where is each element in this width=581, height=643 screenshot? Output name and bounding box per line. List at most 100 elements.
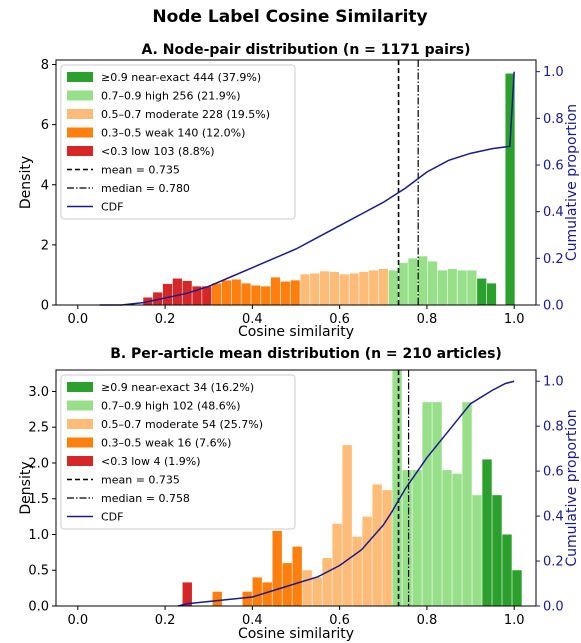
histogram-bar	[153, 292, 163, 305]
histogram-bar	[320, 271, 330, 305]
x-tick-label: 0.2	[155, 613, 176, 628]
histogram-bar	[329, 271, 340, 305]
panel-b: B. Per-article mean distribution (n = 21…	[18, 346, 580, 642]
x-tick-label: 0.6	[329, 312, 350, 327]
histogram-bar	[251, 285, 261, 305]
histogram-bar	[302, 570, 312, 606]
histogram-bar	[482, 459, 492, 606]
legend-label: ≥0.9 near-exact 444 (37.9%)	[101, 71, 261, 84]
legend-box	[60, 64, 296, 220]
x-tick-label: 0.2	[155, 312, 176, 327]
legend-label: ≥0.9 near-exact 34 (16.2%)	[101, 381, 254, 394]
histogram-bar	[486, 283, 497, 305]
histogram-bar	[467, 270, 477, 305]
y2-axis-label: Cumulative proportion	[564, 104, 580, 261]
legend-label: 0.7–0.9 high 256 (21.9%)	[101, 90, 240, 103]
legend-swatch	[67, 419, 93, 429]
histogram-bar	[432, 402, 442, 606]
histogram-bar	[339, 274, 349, 305]
y-tick-label: 8	[41, 58, 49, 73]
legend-box	[60, 374, 296, 530]
histogram-bar	[272, 530, 282, 606]
x-tick-label: 0.0	[67, 312, 88, 327]
histogram-bar	[378, 268, 389, 305]
histogram-bar	[359, 271, 369, 305]
histogram-bar	[300, 274, 310, 305]
y2-tick-label: 1.0	[543, 375, 564, 390]
histogram-bar	[477, 278, 487, 305]
legend-label: median = 0.758	[101, 492, 190, 505]
x-tick-label: 1.0	[504, 312, 525, 327]
histogram-bar	[182, 582, 192, 606]
y-tick-label: 3.0	[28, 385, 49, 400]
histogram-bar	[342, 445, 352, 606]
histogram-bar	[362, 516, 372, 606]
legend-swatch	[67, 146, 93, 156]
histogram-bar	[457, 270, 467, 305]
legend-label: 0.3–0.5 weak 16 (7.6%)	[101, 437, 231, 450]
y-tick-label: 2.5	[28, 421, 49, 436]
histogram-bar	[492, 495, 502, 606]
legend-swatch	[67, 127, 93, 138]
histogram-bar	[392, 370, 402, 606]
y-tick-label: 6	[41, 118, 49, 133]
figure-title: Node Label Cosine Similarity	[152, 7, 427, 27]
histogram-bar	[437, 270, 448, 305]
legend-label: 0.5–0.7 moderate 228 (19.5%)	[101, 108, 270, 121]
y-tick-label: 0.5	[28, 564, 49, 579]
y-tick-label: 0	[41, 299, 49, 314]
legend-swatch	[67, 90, 93, 101]
legend-swatch	[67, 109, 93, 119]
plot-frame	[55, 369, 537, 607]
histogram-bar	[290, 280, 300, 305]
histogram-bar	[270, 277, 281, 305]
histogram-bar	[252, 577, 262, 606]
panel-title: A. Node-pair distribution (n = 1171 pair…	[141, 42, 470, 58]
histogram-bar	[242, 591, 252, 606]
histogram-bar	[212, 591, 222, 606]
x-tick-label: 0.6	[329, 613, 350, 628]
legend-swatch	[67, 382, 93, 392]
y-axis-label: Density	[18, 156, 34, 209]
histogram-bar	[512, 570, 522, 606]
legend-label: <0.3 low 103 (8.8%)	[101, 145, 215, 158]
y2-tick-label: 0.8	[543, 420, 564, 435]
histogram-bar	[408, 258, 418, 305]
histogram-bar	[502, 534, 512, 606]
x-tick-label: 1.0	[504, 613, 525, 628]
legend-label: mean = 0.735	[101, 474, 180, 487]
histogram-bar	[412, 470, 422, 606]
y-tick-label: 1.0	[28, 528, 49, 543]
x-tick-label: 0.8	[417, 312, 438, 327]
legend-swatch	[67, 72, 93, 82]
panel-a: A. Node-pair distribution (n = 1171 pair…	[18, 42, 580, 340]
y2-tick-label: 0.6	[543, 159, 564, 174]
histogram-bar	[462, 402, 472, 606]
histogram-bar	[442, 470, 452, 606]
panel-title: B. Per-article mean distribution (n = 21…	[110, 346, 502, 362]
histogram-bar	[372, 484, 382, 606]
histogram-bar	[322, 558, 332, 606]
legend-label: 0.7–0.9 high 102 (48.6%)	[101, 400, 240, 413]
legend-swatch	[67, 437, 93, 448]
histogram-bar	[192, 286, 202, 305]
histogram-bar	[312, 577, 322, 606]
y2-tick-label: 0.2	[543, 252, 564, 267]
histogram-bar	[418, 256, 428, 305]
x-axis-label: Cosine similarity	[238, 626, 354, 642]
y2-tick-label: 0.8	[543, 112, 564, 127]
y2-tick-label: 0.4	[543, 205, 564, 220]
histogram-bar	[447, 268, 457, 305]
legend-label: median = 0.780	[101, 182, 190, 195]
y2-tick-label: 0.0	[543, 600, 564, 615]
y-tick-label: 4	[41, 178, 49, 193]
y2-tick-label: 0.6	[543, 465, 564, 480]
histogram-bar	[452, 473, 462, 606]
histogram-bar	[172, 278, 182, 305]
histogram-bar	[241, 283, 251, 305]
legend-label: CDF	[101, 511, 123, 524]
x-axis-label: Cosine similarity	[238, 324, 354, 340]
histogram-bar	[162, 283, 173, 305]
y2-tick-label: 1.0	[543, 65, 564, 80]
histogram-bar	[382, 490, 392, 606]
